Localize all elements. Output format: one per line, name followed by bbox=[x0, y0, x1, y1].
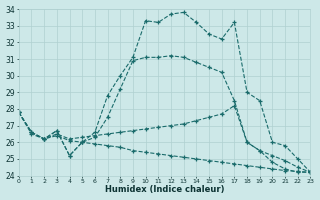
X-axis label: Humidex (Indice chaleur): Humidex (Indice chaleur) bbox=[105, 185, 224, 194]
